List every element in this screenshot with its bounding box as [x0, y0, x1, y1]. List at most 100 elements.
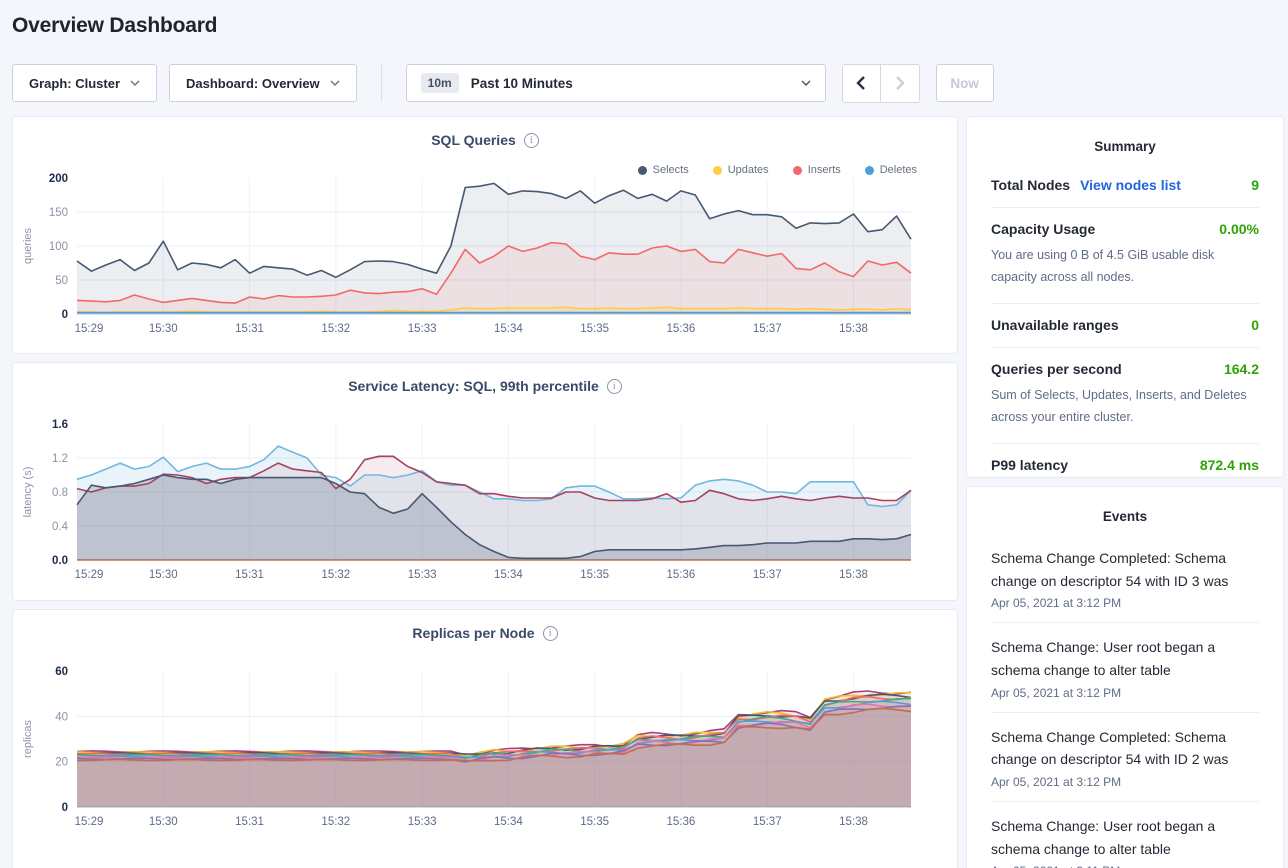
svg-text:15:32: 15:32 [321, 816, 350, 828]
svg-text:15:34: 15:34 [494, 816, 523, 828]
svg-text:15:36: 15:36 [667, 569, 696, 581]
summary-row: Unavailable ranges 0 [991, 302, 1259, 347]
svg-text:15:38: 15:38 [839, 569, 868, 581]
legend-label: Inserts [807, 164, 841, 176]
svg-text:15:31: 15:31 [235, 816, 264, 828]
svg-text:20: 20 [55, 757, 68, 769]
chart-title: Replicas per Node [412, 625, 535, 641]
event-item: Schema Change: User root began a schema … [991, 801, 1259, 868]
summary-stat-description: Sum of Selects, Updates, Inserts, and De… [991, 387, 1247, 424]
time-next-button[interactable] [881, 65, 919, 102]
svg-text:15:38: 15:38 [839, 323, 868, 335]
chevron-right-icon [895, 76, 905, 90]
event-timestamp: Apr 05, 2021 at 3:12 PM [991, 685, 1122, 700]
summary-row: Capacity Usage 0.00% You are using 0 B of … [991, 207, 1259, 303]
svg-text:15:30: 15:30 [149, 323, 178, 335]
svg-text:1.6: 1.6 [52, 419, 68, 431]
svg-text:15:34: 15:34 [494, 323, 523, 335]
svg-text:0: 0 [62, 309, 68, 321]
svg-text:15:30: 15:30 [149, 569, 178, 581]
svg-text:15:34: 15:34 [494, 569, 523, 581]
event-timestamp: Apr 05, 2021 at 3:11 PM [991, 864, 1259, 868]
time-range-label: Past 10 Minutes [470, 75, 573, 91]
time-window-badge: 10m [420, 73, 459, 93]
service-latency-chart-plot[interactable]: 0.0 0.4 0.8 1.2 1.6 15:29 15:30 15:31 15:32 15:33… [13, 394, 957, 590]
svg-text:15:32: 15:32 [321, 323, 350, 335]
dashboard-body: SQL Queries i Selects Updates Inserts Delet… [12, 116, 1284, 868]
info-icon[interactable]: i [523, 132, 539, 148]
summary-stat-value: 9 [1251, 177, 1259, 193]
summary-stat-value: 164.2 [1223, 360, 1259, 377]
legend-label: Updates [727, 164, 769, 176]
summary-stat-label: Queries per second [991, 360, 1122, 377]
event-item: Schema Change Completed: Schema change o… [991, 534, 1259, 622]
svg-text:replicas: replicas [22, 720, 34, 758]
chart-legend: Selects Updates Inserts Deletes [637, 164, 917, 176]
graph-dropdown[interactable]: Graph: Cluster [12, 64, 158, 102]
svg-text:15:31: 15:31 [235, 323, 264, 335]
now-button[interactable]: Now [935, 64, 994, 102]
event-item: Schema Change: User root began a schema … [991, 622, 1259, 711]
dashboard-dropdown[interactable]: Dashboard: Overview [169, 64, 357, 102]
page-title: Overview Dashboard [12, 14, 218, 37]
legend-item[interactable]: Updates [712, 164, 769, 176]
svg-text:15:31: 15:31 [235, 569, 264, 581]
svg-text:15:37: 15:37 [753, 569, 782, 581]
time-prev-button[interactable] [843, 64, 881, 102]
side-column: Summary Total Nodes View nodes list 9 Capac… [966, 116, 1284, 868]
legend-dot [712, 165, 722, 175]
legend-item[interactable]: Selects [637, 164, 689, 176]
summary-stat-label: Total Nodes [991, 177, 1071, 193]
chart-title: SQL Queries [431, 132, 516, 148]
svg-text:100: 100 [49, 241, 68, 253]
svg-text:15:36: 15:36 [667, 816, 696, 828]
svg-text:40: 40 [55, 711, 68, 723]
svg-text:1.2: 1.2 [52, 453, 68, 465]
event-message: Schema Change: User root began a schema … [991, 639, 1216, 679]
chart-title: Service Latency: SQL, 99th percentile [348, 378, 599, 394]
summary-stat-value: 872.4 ms [1199, 456, 1259, 473]
time-range-selector[interactable]: 10m Past 10 Minutes [405, 64, 826, 102]
view-nodes-list-link[interactable]: View nodes list [1080, 177, 1181, 193]
svg-text:15:33: 15:33 [408, 816, 437, 828]
svg-text:15:32: 15:32 [321, 569, 350, 581]
svg-text:15:35: 15:35 [580, 569, 609, 581]
svg-text:0: 0 [62, 802, 68, 814]
chevron-down-icon [330, 80, 340, 87]
chevron-down-icon [801, 80, 811, 86]
event-timestamp: Apr 05, 2021 at 3:12 PM [991, 596, 1122, 611]
legend-item[interactable]: Inserts [792, 164, 841, 176]
svg-text:15:37: 15:37 [753, 323, 782, 335]
event-timestamp: Apr 05, 2021 at 3:12 PM [991, 775, 1122, 790]
svg-text:0.4: 0.4 [52, 521, 69, 533]
sql-queries-chart-plot[interactable]: 0 50 100 150 200 15:29 15:30 15:31 15:32 15:33 15:… [13, 148, 957, 344]
summary-panel: Summary Total Nodes View nodes list 9 Capac… [966, 116, 1284, 478]
legend-label: Deletes [879, 164, 917, 176]
summary-stat-label: P99 latency [991, 456, 1069, 473]
info-icon[interactable]: i [542, 625, 558, 641]
svg-text:latency (s): latency (s) [22, 467, 34, 518]
toolbar-divider [380, 64, 382, 102]
event-item: Schema Change Completed: Schema change o… [991, 711, 1259, 801]
svg-text:15:38: 15:38 [839, 816, 868, 828]
summary-rows: Total Nodes View nodes list 9 Capacity Usag… [991, 164, 1259, 487]
legend-item[interactable]: Deletes [864, 164, 917, 176]
graph-dropdown-label: Graph: Cluster [29, 75, 121, 91]
events-list: Schema Change Completed: Schema change o… [991, 534, 1259, 868]
svg-text:15:29: 15:29 [75, 323, 104, 335]
chevron-left-icon [856, 76, 866, 90]
legend-label: Selects [652, 164, 689, 176]
svg-text:15:35: 15:35 [580, 323, 609, 335]
legend-dot [864, 165, 874, 175]
svg-text:15:29: 15:29 [75, 816, 104, 828]
replicas-chart-card: Replicas per Node i 0 20 40 60 15:29 15:30 15:… [12, 609, 958, 868]
summary-row: P99 latency 872.4 ms [991, 442, 1259, 487]
svg-text:queries: queries [22, 227, 34, 264]
replicas-chart-plot[interactable]: 0 20 40 60 15:29 15:30 15:31 15:32 15:33 15:34 15:… [13, 641, 957, 837]
event-message: Schema Change Completed: Schema change o… [991, 728, 1229, 768]
info-icon[interactable]: i [606, 378, 622, 394]
summary-stat-value: 0.00% [1219, 221, 1259, 237]
summary-title: Summary [1094, 139, 1156, 154]
event-message: Schema Change Completed: Schema change o… [991, 550, 1229, 589]
sql-queries-chart-card: SQL Queries i Selects Updates Inserts Delet… [12, 116, 958, 354]
